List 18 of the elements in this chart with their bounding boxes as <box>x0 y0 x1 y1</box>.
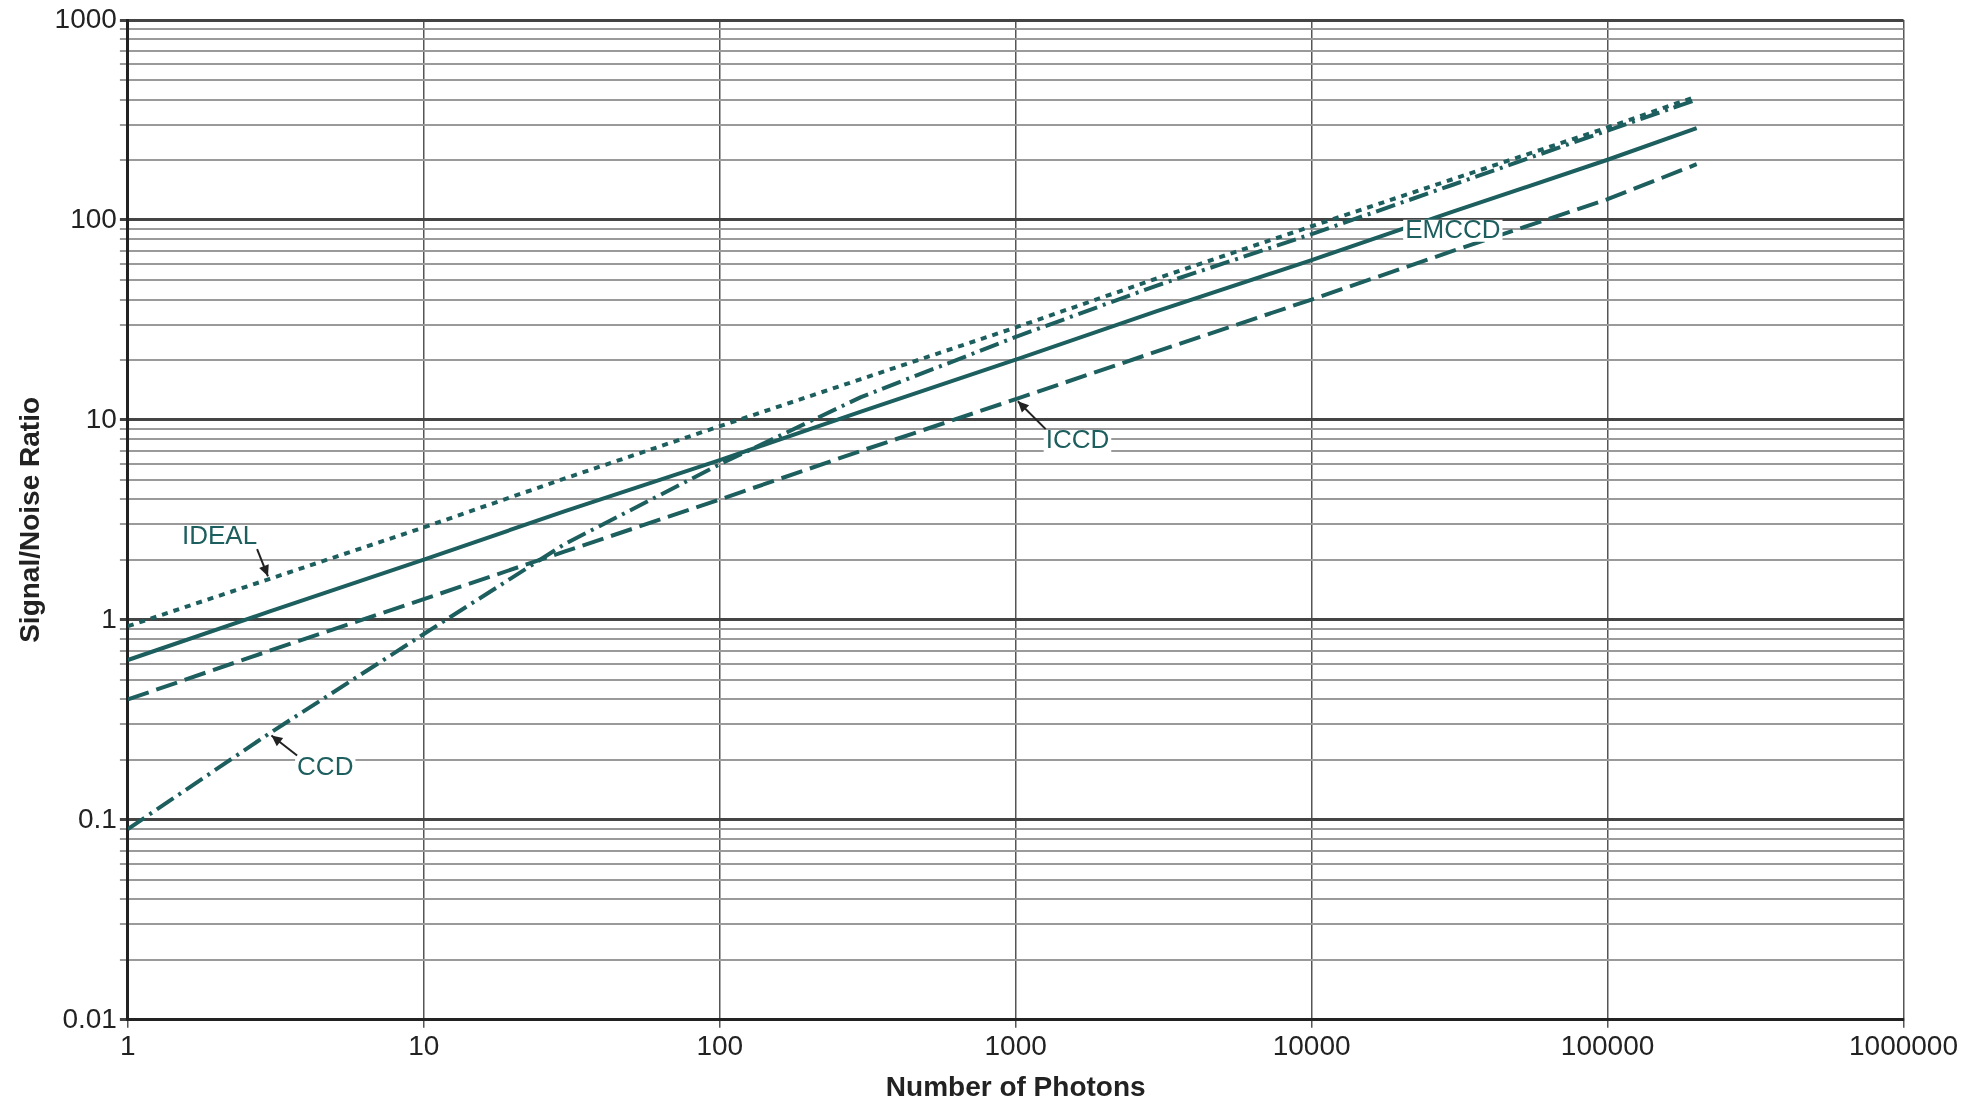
x-tick-label: 100000 <box>1560 1030 1655 1062</box>
y-tick-label: 100 <box>70 202 117 234</box>
y-tick-label: 1000 <box>54 2 117 34</box>
x-tick-label: 10000 <box>1272 1030 1351 1062</box>
x-tick-label: 10 <box>408 1030 440 1062</box>
x-tick-label: 1000 <box>984 1030 1047 1062</box>
y-tick-label: 0.01 <box>62 1002 117 1034</box>
x-tick-label: 100 <box>696 1030 744 1062</box>
series-label: ICCD <box>1045 424 1110 455</box>
x-axis-title: Number of Photons <box>885 1070 1146 1102</box>
x-tick-label: 1000000 <box>1848 1030 1958 1062</box>
y-tick-label: 10 <box>85 402 117 434</box>
y-axis-title: Signal/Noise Ratio <box>13 396 45 643</box>
series-label: EMCCD <box>1405 213 1501 244</box>
series-label: CCD <box>297 750 354 781</box>
y-tick-label: 1 <box>101 602 117 634</box>
series-label: IDEAL <box>181 520 258 551</box>
y-tick-label: 0.1 <box>77 802 117 834</box>
